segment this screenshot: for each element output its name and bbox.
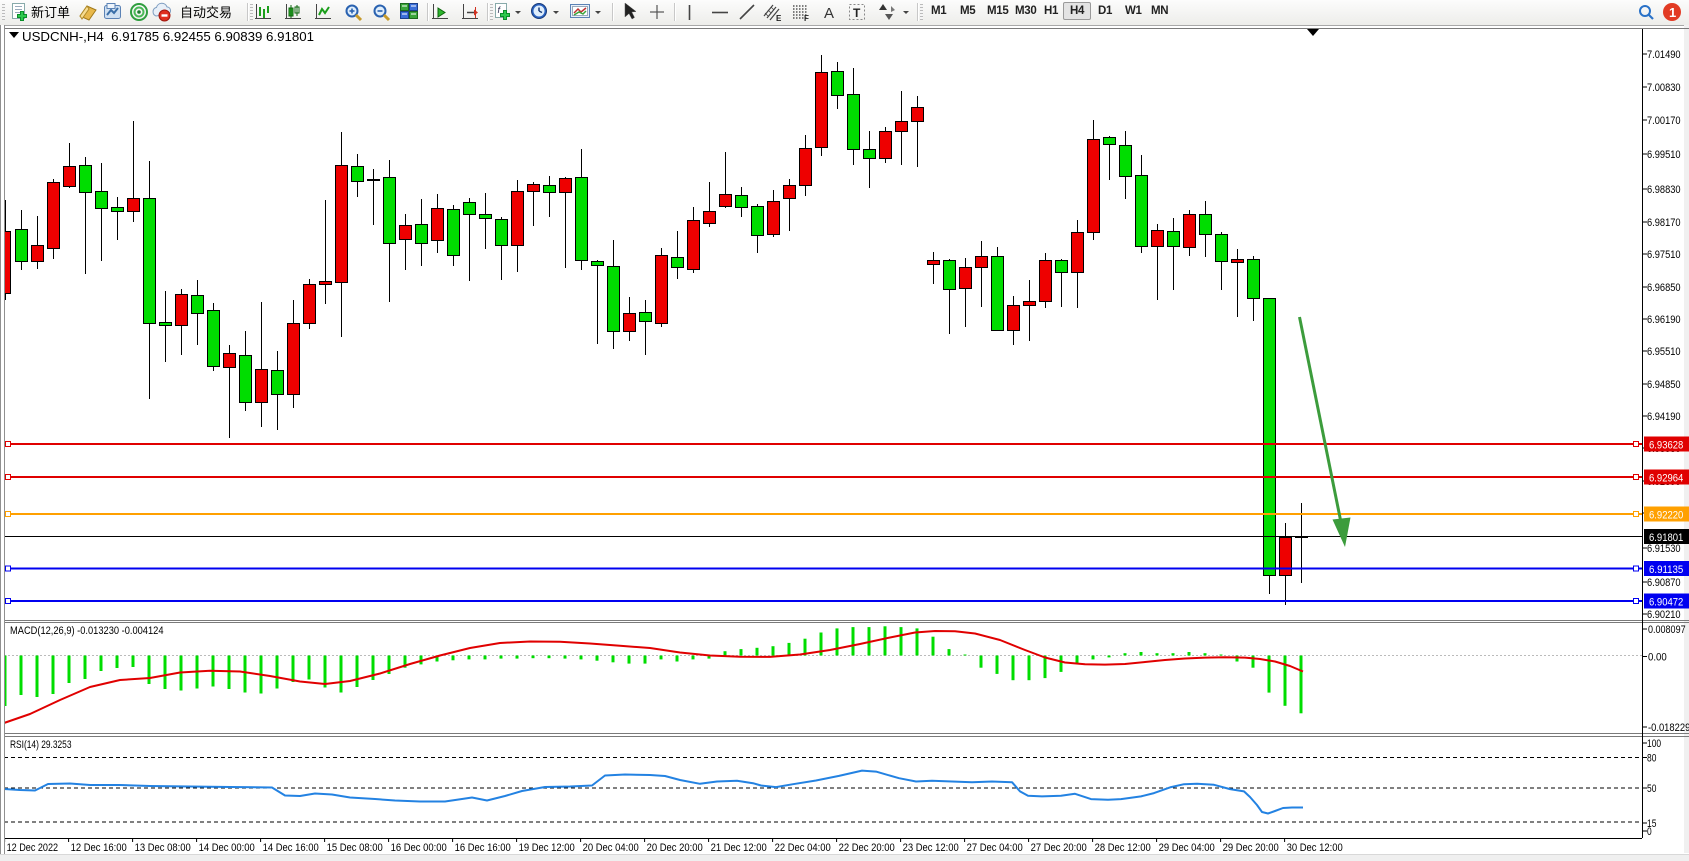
- svg-text:14 Dec 16:00: 14 Dec 16:00: [263, 842, 319, 854]
- svg-text:6.98830: 6.98830: [1647, 184, 1681, 196]
- svg-text:22 Dec 20:00: 22 Dec 20:00: [839, 842, 895, 854]
- svg-text:16 Dec 16:00: 16 Dec 16:00: [455, 842, 511, 854]
- svg-text:50: 50: [1647, 783, 1656, 795]
- svg-text:新订单: 新订单: [31, 5, 70, 20]
- svg-text:6.92964: 6.92964: [1649, 473, 1683, 485]
- svg-text:6.94850: 6.94850: [1647, 379, 1681, 391]
- svg-text:0.008097: 0.008097: [1648, 624, 1686, 636]
- svg-text:100: 100: [1647, 738, 1661, 750]
- svg-text:20 Dec 04:00: 20 Dec 04:00: [583, 842, 639, 854]
- svg-text:6.93628: 6.93628: [1649, 440, 1683, 452]
- svg-text:13 Dec 08:00: 13 Dec 08:00: [135, 842, 191, 854]
- svg-text:6.96850: 6.96850: [1647, 282, 1681, 294]
- svg-text:1: 1: [1669, 5, 1676, 20]
- svg-text:6.90870: 6.90870: [1647, 577, 1681, 589]
- svg-text:12 Dec 2022: 12 Dec 2022: [7, 842, 59, 854]
- svg-text:23 Dec 12:00: 23 Dec 12:00: [903, 842, 959, 854]
- svg-text:15: 15: [1647, 818, 1656, 830]
- svg-text:20 Dec 20:00: 20 Dec 20:00: [647, 842, 703, 854]
- svg-text:6.96190: 6.96190: [1647, 314, 1681, 326]
- svg-text:MACD(12,26,9) -0.013230 -0.004: MACD(12,26,9) -0.013230 -0.004124: [10, 625, 164, 637]
- svg-text:80: 80: [1647, 753, 1656, 765]
- svg-text:16 Dec 00:00: 16 Dec 00:00: [391, 842, 447, 854]
- svg-text:27 Dec 20:00: 27 Dec 20:00: [1031, 842, 1087, 854]
- svg-text:21 Dec 12:00: 21 Dec 12:00: [711, 842, 767, 854]
- svg-text:14 Dec 00:00: 14 Dec 00:00: [199, 842, 255, 854]
- svg-text:0: 0: [1647, 826, 1652, 838]
- svg-text:22 Dec 04:00: 22 Dec 04:00: [775, 842, 831, 854]
- svg-text:30 Dec 12:00: 30 Dec 12:00: [1287, 842, 1343, 854]
- svg-text:6.95510: 6.95510: [1647, 346, 1681, 358]
- svg-text:7.00830: 7.00830: [1647, 82, 1681, 94]
- svg-text:自动交易: 自动交易: [180, 5, 232, 20]
- svg-text:6.90210: 6.90210: [1647, 609, 1681, 621]
- svg-text:6.91530: 6.91530: [1647, 543, 1681, 555]
- svg-text:28 Dec 12:00: 28 Dec 12:00: [1095, 842, 1151, 854]
- svg-text:7.01490: 7.01490: [1647, 49, 1681, 61]
- svg-text:USDCNH-,H4 6.91785 6.92455 6.: USDCNH-,H4 6.91785 6.92455 6.90839 6.918…: [22, 30, 314, 44]
- svg-text:A: A: [824, 5, 834, 22]
- svg-text:T: T: [853, 6, 861, 20]
- svg-text:F: F: [804, 14, 809, 23]
- svg-text:f: f: [498, 5, 502, 15]
- svg-text:E: E: [776, 14, 782, 23]
- svg-text:6.91801: 6.91801: [1649, 532, 1683, 544]
- svg-text:RSI(14) 29.3253: RSI(14) 29.3253: [10, 739, 72, 751]
- svg-text:6.97510: 6.97510: [1647, 249, 1681, 261]
- svg-text:29 Dec 20:00: 29 Dec 20:00: [1223, 842, 1279, 854]
- svg-text:15 Dec 08:00: 15 Dec 08:00: [327, 842, 383, 854]
- svg-text:7.00170: 7.00170: [1647, 115, 1681, 127]
- svg-text:6.94190: 6.94190: [1647, 411, 1681, 423]
- svg-text:-0.018229: -0.018229: [1648, 722, 1689, 734]
- svg-text:29 Dec 04:00: 29 Dec 04:00: [1159, 842, 1215, 854]
- svg-text:0.00: 0.00: [1648, 652, 1667, 664]
- svg-text:27 Dec 04:00: 27 Dec 04:00: [967, 842, 1023, 854]
- svg-text:12 Dec 16:00: 12 Dec 16:00: [71, 842, 127, 854]
- svg-text:6.91135: 6.91135: [1649, 564, 1683, 576]
- svg-text:6.99510: 6.99510: [1647, 149, 1681, 161]
- svg-text:6.98170: 6.98170: [1647, 217, 1681, 229]
- svg-text:6.90472: 6.90472: [1649, 597, 1683, 609]
- svg-text:19 Dec 12:00: 19 Dec 12:00: [519, 842, 575, 854]
- svg-text:6.92220: 6.92220: [1649, 510, 1683, 522]
